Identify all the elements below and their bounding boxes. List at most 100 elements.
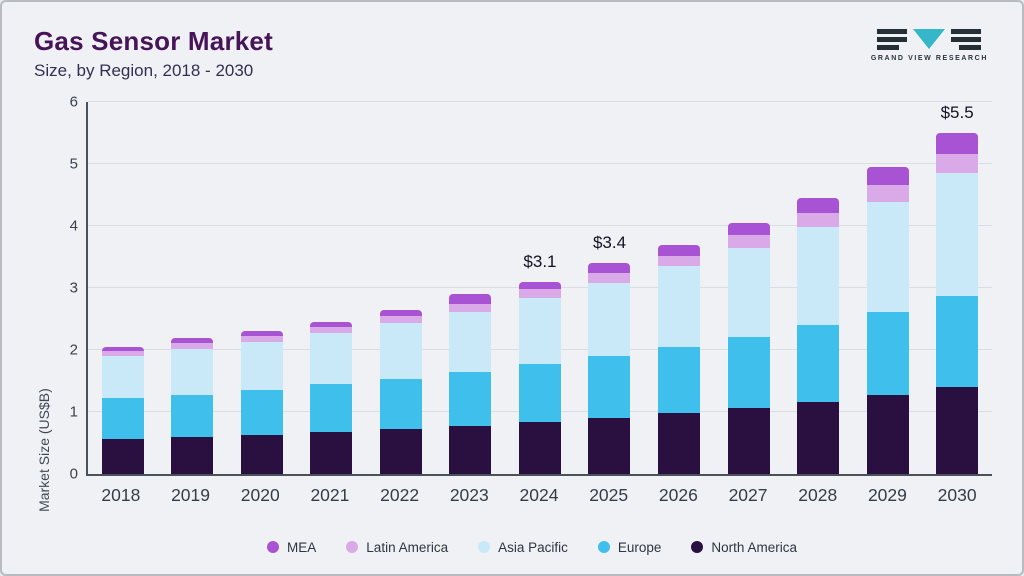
bar-segment-europe — [240, 390, 283, 435]
y-tick-label: 6 — [69, 93, 78, 111]
bar-column-2020 — [227, 102, 297, 474]
bar-segment-europe — [310, 384, 353, 433]
bar-segment-asia-pacific — [866, 202, 909, 312]
gvr-logo: GRAND VIEW RESEARCH — [871, 28, 988, 62]
bar-segment-europe — [658, 346, 701, 414]
legend-item-europe: Europe — [597, 539, 662, 555]
y-tick-label: 0 — [69, 465, 78, 483]
bar-segment-latin-america — [936, 153, 979, 174]
x-tick-label: 2020 — [240, 484, 280, 505]
gvr-logo-icon — [877, 29, 982, 50]
x-tick-label: 2018 — [101, 484, 141, 505]
bar-segment-asia-pacific — [171, 349, 214, 395]
bar-segment-north-america — [936, 387, 979, 474]
bar-segment-mea — [658, 244, 701, 257]
bar-segment-mea — [171, 337, 214, 344]
bar-segment-latin-america — [797, 213, 840, 228]
bar-column-2029 — [853, 102, 923, 474]
bar-segment-latin-america — [310, 327, 353, 333]
x-tick-label: 2029 — [867, 484, 907, 505]
y-tick-label: 5 — [69, 155, 78, 173]
legend-item-north-america: North America — [691, 540, 797, 555]
bar-segment-mea — [936, 133, 979, 154]
chart-area: Market Size (US$B) 0 1 2 3 4 5 6 $3.1 $3.4 $5.5 … — [32, 94, 992, 526]
x-tick-label: 2022 — [380, 484, 420, 505]
bar-stack — [171, 337, 214, 474]
legend-label: Latin America — [366, 539, 449, 555]
legend-item-mea: MEA — [267, 540, 316, 555]
legend-dot — [597, 541, 610, 553]
bar-segment-europe — [866, 311, 909, 396]
x-tick-label: 2030 — [937, 484, 977, 505]
bar-segment-north-america — [658, 413, 701, 474]
legend-label: MEA — [287, 539, 317, 555]
x-tick-label: 2023 — [449, 484, 489, 505]
bar-stack — [101, 346, 144, 474]
bar-segment-mea — [727, 222, 770, 236]
bar-segment-asia-pacific — [658, 266, 701, 347]
bar-segment-north-america — [518, 421, 561, 474]
x-tick-label: 2027 — [728, 484, 768, 505]
bar-segment-europe — [588, 356, 631, 419]
bar-stack — [658, 244, 701, 474]
bar-stack — [797, 198, 840, 474]
bar-segment-north-america — [101, 438, 144, 474]
bar-segment-europe — [171, 394, 214, 437]
legend-item-latin-america: Latin America — [346, 540, 448, 555]
bar-stack — [379, 309, 422, 474]
bar-column-2019 — [158, 102, 228, 474]
bar-segment-latin-america — [101, 351, 144, 357]
bar-segment-asia-pacific — [449, 311, 492, 373]
bar-segment-europe — [797, 325, 840, 403]
bar-segment-mea — [866, 167, 909, 186]
y-tick-label: 2 — [69, 341, 78, 359]
legend-dot — [267, 541, 280, 553]
bar-value-label: $5.5 — [940, 103, 974, 122]
y-tick-label: 3 — [69, 279, 78, 297]
bar-segment-latin-america — [449, 303, 492, 312]
bar-stack — [866, 167, 909, 474]
bar-segment-asia-pacific — [936, 173, 979, 297]
bar-column-2027 — [714, 102, 784, 474]
legend-label: North America — [711, 539, 797, 555]
bar-segment-mea — [240, 331, 283, 337]
x-axis-ticks: 2018 2019 2020 2021 2022 2023 2024 2025 2026 2027… — [86, 476, 992, 514]
bar-segment-asia-pacific — [379, 322, 422, 379]
bar-segment-asia-pacific — [518, 297, 561, 365]
legend-label: Asia Pacific — [498, 539, 568, 555]
page-title: Gas Sensor Market — [34, 26, 273, 56]
bar-segment-europe — [936, 296, 979, 388]
bar-segment-north-america — [310, 432, 353, 474]
bar-segment-north-america — [797, 402, 840, 474]
y-axis-ticks: 0 1 2 3 4 5 6 — [56, 94, 86, 483]
plot-area: $3.1 $3.4 $5.5 — [86, 101, 992, 476]
bar-segment-north-america — [727, 408, 770, 474]
bar-segment-latin-america — [379, 315, 422, 323]
bar-segment-north-america — [449, 426, 492, 474]
y-axis-label-column: Market Size (US$B) — [32, 102, 56, 526]
gvr-logo-text: GRAND VIEW RESEARCH — [870, 55, 988, 62]
bar-stack — [240, 331, 283, 474]
legend-dot — [691, 541, 704, 553]
title-block: Gas Sensor Market Size, by Region, 2018 … — [32, 24, 273, 81]
bar-segment-mea — [379, 309, 422, 316]
bar-column-2025: $3.4 — [575, 102, 645, 474]
bar-segment-mea — [101, 346, 144, 352]
x-tick-label: 2021 — [310, 484, 350, 505]
bar-segment-latin-america — [240, 336, 283, 342]
legend: MEA Latin America Asia Pacific Europe North … — [72, 534, 992, 560]
legend-label: Europe — [617, 539, 662, 555]
bar-segment-mea — [588, 263, 631, 274]
bar-value-label: $3.1 — [523, 251, 557, 271]
header: Gas Sensor Market Size, by Region, 2018 … — [32, 24, 992, 88]
bar-segment-latin-america — [518, 289, 561, 298]
bar-segment-europe — [449, 372, 492, 427]
x-tick-label: 2026 — [658, 484, 698, 505]
bar-segment-north-america — [171, 436, 214, 474]
bar-segment-asia-pacific — [797, 227, 840, 326]
bar-segment-asia-pacific — [588, 283, 631, 357]
bar-column-2030: $5.5 — [922, 102, 992, 474]
bar-segment-north-america — [866, 395, 909, 474]
bar-column-2018 — [88, 102, 158, 474]
